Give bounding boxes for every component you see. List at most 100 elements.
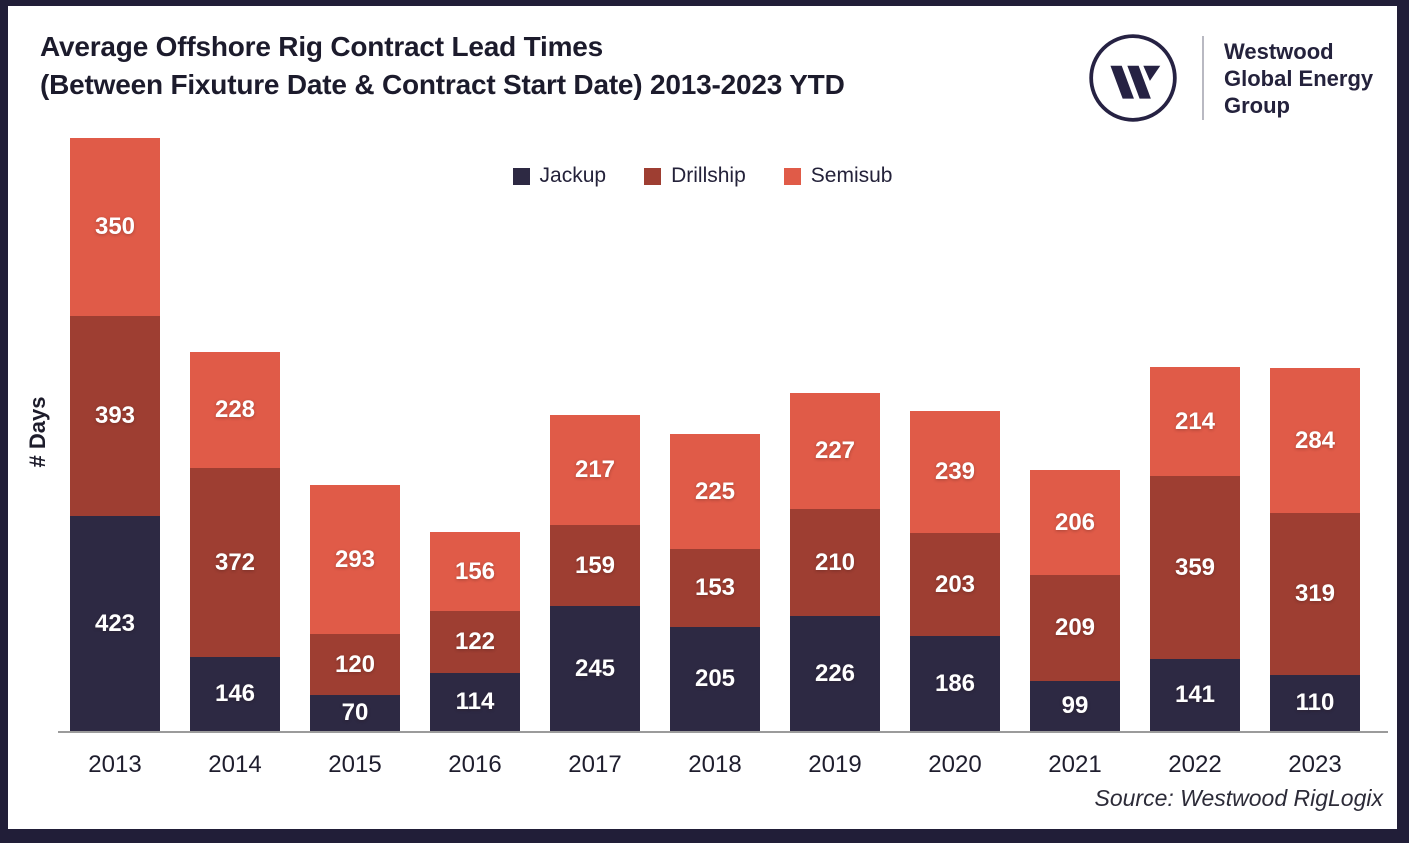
bar-segment-drillship-2017: 159 [550, 525, 640, 606]
bar-value-label: 70 [341, 699, 369, 726]
title-line-2: (Between Fixuture Date & Contract Start … [40, 69, 845, 100]
bar-value-label: 206 [1054, 508, 1096, 536]
bar-value-label: 114 [455, 688, 495, 715]
x-axis-label-2018: 2018 [688, 751, 742, 778]
bar-segment-jackup-2014: 146 [190, 657, 280, 731]
bar-value-label: 226 [814, 659, 856, 687]
bar-segment-jackup-2018: 205 [670, 627, 760, 731]
bar-value-label: 225 [694, 477, 736, 505]
bar-value-label: 120 [334, 650, 376, 678]
bar-value-label: 214 [1174, 407, 1216, 435]
brand-divider [1202, 36, 1204, 120]
bar-value-label: 228 [214, 396, 256, 423]
chart-legend: Jackup Drillship Semisub [8, 164, 1397, 188]
title-line-1: Average Offshore Rig Contract Lead Times [40, 31, 604, 62]
legend-item-semisub: Semisub [783, 164, 893, 188]
x-axis-label-2017: 2017 [568, 751, 622, 778]
bar-value-label: 372 [214, 548, 256, 576]
legend-swatch-drillship [644, 167, 662, 185]
bar-segment-semisub-2019: 227 [790, 393, 880, 509]
legend-label-semisub: Semisub [810, 164, 893, 187]
x-axis-label-2021: 2021 [1048, 751, 1102, 778]
chart-plot-area: # Days 350 393 423 228 372 146 293 120 70 156 122 1… [8, 6, 1397, 733]
bar-2016: 156 122 114 [430, 532, 520, 731]
bar-segment-semisub-2018: 225 [670, 434, 760, 549]
bar-segment-jackup-2019: 226 [790, 616, 880, 731]
bar-segment-jackup-2020: 186 [910, 636, 1000, 731]
brand-block: Westwood Global Energy Group [1086, 31, 1373, 125]
bar-value-label: 156 [454, 557, 496, 585]
legend-swatch-semisub [783, 167, 801, 185]
bar-value-label: 245 [574, 654, 616, 682]
bar-segment-drillship-2018: 153 [670, 549, 760, 627]
bar-2020: 239 203 186 [910, 411, 1000, 731]
x-axis-label-2019: 2019 [808, 751, 862, 778]
bar-segment-drillship-2016: 122 [430, 611, 520, 673]
bar-segment-semisub-2020: 239 [910, 411, 1000, 533]
bar-segment-jackup-2015: 70 [310, 695, 400, 731]
x-axis: 2013 2014 2015 2016 2017 2018 2019 2020 2021 2022… [8, 748, 1397, 784]
bar-segment-semisub-2017: 217 [550, 415, 640, 525]
bar-value-label: 393 [94, 402, 136, 429]
bar-segment-semisub-2022: 214 [1150, 367, 1240, 476]
brand-name: Westwood Global Energy Group [1224, 38, 1373, 119]
brand-name-line-1: Westwood [1224, 38, 1334, 64]
bar-value-label: 239 [934, 458, 976, 485]
legend-label-jackup: Jackup [539, 164, 607, 187]
bar-2019: 227 210 226 [790, 393, 880, 731]
bar-value-label: 293 [334, 545, 376, 573]
x-axis-label-2020: 2020 [928, 751, 982, 778]
bar-segment-drillship-2020: 203 [910, 533, 1000, 636]
y-axis-label: # Days [25, 396, 50, 468]
bar-value-label: 146 [214, 680, 256, 707]
x-axis-label-2014: 2014 [208, 751, 262, 778]
bar-value-label: 217 [574, 456, 616, 483]
bar-segment-semisub-2013: 350 [70, 138, 160, 316]
bar-segment-drillship-2015: 120 [310, 634, 400, 695]
x-axis-label-2022: 2022 [1168, 751, 1222, 778]
bar-value-label: 99 [1061, 692, 1089, 719]
bar-value-label: 227 [814, 437, 856, 464]
bar-segment-jackup-2023: 110 [1270, 675, 1360, 731]
bar-value-label: 359 [1174, 553, 1216, 581]
bar-segment-drillship-2019: 210 [790, 509, 880, 616]
bar-2013: 350 393 423 [70, 138, 160, 731]
page-title: Average Offshore Rig Contract Lead Times… [40, 28, 845, 104]
brand-name-line-2: Global Energy [1224, 65, 1374, 91]
bar-2023: 284 319 110 [1270, 368, 1360, 731]
bar-value-label: 284 [1294, 426, 1336, 454]
bar-value-label: 205 [694, 665, 736, 692]
bar-segment-jackup-2017: 245 [550, 606, 640, 731]
bar-value-label: 159 [574, 551, 616, 579]
bar-value-label: 209 [1054, 614, 1096, 641]
bar-segment-drillship-2021: 209 [1030, 575, 1120, 681]
bar-value-label: 423 [94, 609, 136, 637]
bar-segment-jackup-2021: 99 [1030, 681, 1120, 731]
bar-segment-jackup-2022: 141 [1150, 659, 1240, 731]
bar-2014: 228 372 146 [190, 352, 280, 731]
bar-segment-semisub-2021: 206 [1030, 470, 1120, 575]
bar-segment-semisub-2014: 228 [190, 352, 280, 468]
bar-segment-semisub-2016: 156 [430, 532, 520, 611]
x-axis-label-2023: 2023 [1288, 751, 1342, 778]
chart-card: Average Offshore Rig Contract Lead Times… [8, 6, 1397, 829]
bar-value-label: 203 [934, 570, 976, 598]
westwood-w-circle-icon [1089, 34, 1177, 122]
bar-value-label: 141 [1174, 681, 1216, 708]
bar-2022: 214 359 141 [1150, 367, 1240, 731]
bar-2021: 206 209 99 [1030, 470, 1120, 731]
legend-item-jackup: Jackup [512, 164, 607, 188]
bar-value-label: 186 [934, 669, 976, 697]
x-axis-label-2015: 2015 [328, 751, 382, 778]
bar-value-label: 319 [1294, 580, 1336, 607]
bar-value-label: 350 [94, 213, 136, 240]
source-note: Source: Westwood RigLogix [1094, 785, 1384, 811]
x-axis-line [58, 731, 1388, 733]
bar-segment-drillship-2014: 372 [190, 468, 280, 657]
bar-segment-semisub-2015: 293 [310, 485, 400, 634]
bar-value-label: 153 [694, 574, 736, 601]
x-axis-label-2013: 2013 [88, 751, 142, 778]
bar-value-label: 122 [454, 628, 496, 655]
bar-segment-drillship-2022: 359 [1150, 476, 1240, 659]
bar-segment-jackup-2013: 423 [70, 516, 160, 731]
